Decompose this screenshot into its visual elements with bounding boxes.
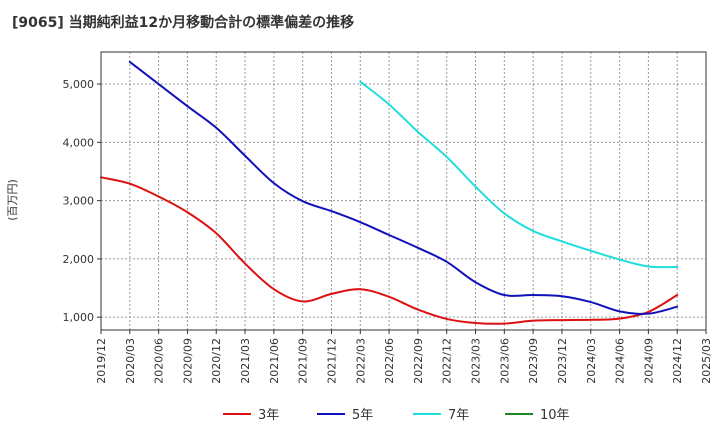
y-axis-label: (百万円) bbox=[6, 179, 19, 221]
x-tick-label: 2025/03 bbox=[700, 338, 713, 384]
y-tick-label: 2,000 bbox=[63, 253, 95, 266]
x-tick-label: 2022/09 bbox=[412, 338, 425, 384]
x-tick-label: 2024/12 bbox=[671, 338, 684, 384]
x-tick-label: 2021/03 bbox=[239, 338, 252, 384]
x-tick-label: 2024/06 bbox=[614, 338, 627, 384]
y-tick-label: 4,000 bbox=[63, 136, 95, 149]
x-tick-label: 2023/09 bbox=[527, 338, 540, 384]
series-line-1 bbox=[100, 176, 679, 325]
x-tick-label: 2022/06 bbox=[383, 338, 396, 384]
x-tick-label: 2024/03 bbox=[585, 338, 598, 384]
x-tick-label: 2021/12 bbox=[325, 338, 338, 384]
x-tick-label: 2023/03 bbox=[470, 338, 483, 384]
chart-title: [9065] 当期純利益12か月移動合計の標準偏差の推移 bbox=[12, 15, 355, 31]
y-tick-label: 1,000 bbox=[63, 311, 95, 324]
legend-label: 10年 bbox=[540, 408, 570, 423]
legend-label: 3年 bbox=[258, 408, 279, 423]
x-tick-label: 2020/09 bbox=[181, 338, 194, 384]
y-tick-label: 3,000 bbox=[63, 195, 95, 208]
legend-label: 5年 bbox=[352, 408, 373, 423]
series-line-2 bbox=[128, 60, 679, 315]
x-tick-label: 2021/09 bbox=[297, 338, 310, 384]
x-tick-label: 2020/06 bbox=[153, 338, 166, 384]
x-tick-label: 2020/03 bbox=[124, 338, 137, 384]
legend-label: 7年 bbox=[448, 408, 469, 423]
x-tick-label: 2023/06 bbox=[498, 338, 511, 384]
plot-frame bbox=[100, 51, 707, 331]
x-tick-label: 2020/12 bbox=[210, 338, 223, 384]
x-tick-label: 2019/12 bbox=[95, 338, 108, 384]
x-tick-label: 2021/06 bbox=[268, 338, 281, 384]
x-tick-label: 2022/03 bbox=[354, 338, 367, 384]
y-tick-label: 5,000 bbox=[63, 78, 95, 91]
x-tick-label: 2023/12 bbox=[556, 338, 569, 384]
series-line-3 bbox=[359, 80, 679, 269]
x-tick-label: 2022/12 bbox=[441, 338, 454, 384]
x-tick-label: 2024/09 bbox=[642, 338, 655, 384]
